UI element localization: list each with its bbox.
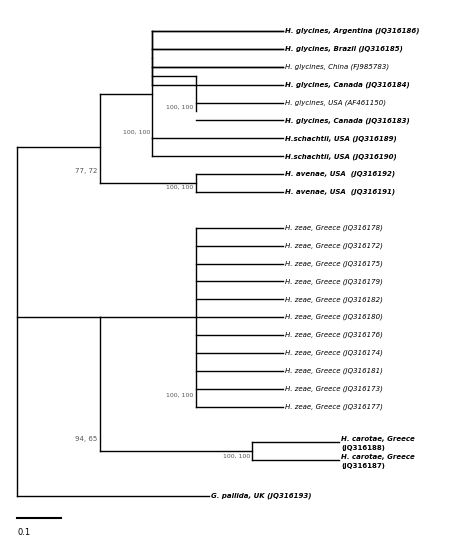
Text: (JQ316188): (JQ316188) — [341, 445, 385, 451]
Text: H. glycines, Canada (JQ316183): H. glycines, Canada (JQ316183) — [285, 117, 410, 124]
Text: H.schachtii, USA (JQ316189): H.schachtii, USA (JQ316189) — [285, 135, 397, 142]
Text: 77, 72: 77, 72 — [75, 168, 98, 174]
Text: 100, 100: 100, 100 — [123, 130, 150, 135]
Text: H. carotae, Greece: H. carotae, Greece — [341, 454, 415, 460]
Text: H. glycines, China (FJ985783): H. glycines, China (FJ985783) — [285, 64, 389, 70]
Text: H. carotae, Greece: H. carotae, Greece — [341, 436, 415, 442]
Text: H. zeae, Greece (JQ316173): H. zeae, Greece (JQ316173) — [285, 386, 383, 392]
Text: 100, 100: 100, 100 — [166, 185, 193, 190]
Text: H. zeae, Greece (JQ316176): H. zeae, Greece (JQ316176) — [285, 332, 383, 338]
Text: H. zeae, Greece (JQ316177): H. zeae, Greece (JQ316177) — [285, 403, 383, 410]
Text: H. zeae, Greece (JQ316178): H. zeae, Greece (JQ316178) — [285, 224, 383, 231]
Text: H. zeae, Greece (JQ316180): H. zeae, Greece (JQ316180) — [285, 314, 383, 320]
Text: 100, 100: 100, 100 — [166, 105, 193, 110]
Text: H. zeae, Greece (JQ316182): H. zeae, Greece (JQ316182) — [285, 296, 383, 302]
Text: 94, 65: 94, 65 — [75, 437, 98, 443]
Text: H. glycines, USA (AF461150): H. glycines, USA (AF461150) — [285, 99, 386, 106]
Text: H. zeae, Greece (JQ316172): H. zeae, Greece (JQ316172) — [285, 242, 383, 249]
Text: H. glycines, Canada (JQ316184): H. glycines, Canada (JQ316184) — [285, 81, 410, 88]
Text: H. glycines, Brazil (JQ316185): H. glycines, Brazil (JQ316185) — [285, 46, 403, 52]
Text: H. avenae, USA  (JQ316191): H. avenae, USA (JQ316191) — [285, 189, 395, 195]
Text: H.schachtii, USA (JQ316190): H.schachtii, USA (JQ316190) — [285, 153, 397, 160]
Text: H. zeae, Greece (JQ316179): H. zeae, Greece (JQ316179) — [285, 278, 383, 285]
Text: H. zeae, Greece (JQ316181): H. zeae, Greece (JQ316181) — [285, 368, 383, 374]
Text: H. zeae, Greece (JQ316175): H. zeae, Greece (JQ316175) — [285, 260, 383, 267]
Text: H. glycines, Argentina (JQ316186): H. glycines, Argentina (JQ316186) — [285, 28, 419, 34]
Text: G. pallida, UK (JQ316193): G. pallida, UK (JQ316193) — [211, 493, 311, 500]
Text: 0.1: 0.1 — [17, 528, 30, 538]
Text: (JQ316187): (JQ316187) — [341, 463, 385, 469]
Text: 100, 100: 100, 100 — [223, 453, 250, 458]
Text: H. zeae, Greece (JQ316174): H. zeae, Greece (JQ316174) — [285, 350, 383, 356]
Text: 100, 100: 100, 100 — [166, 393, 193, 397]
Text: H. avenae, USA  (JQ316192): H. avenae, USA (JQ316192) — [285, 171, 395, 178]
